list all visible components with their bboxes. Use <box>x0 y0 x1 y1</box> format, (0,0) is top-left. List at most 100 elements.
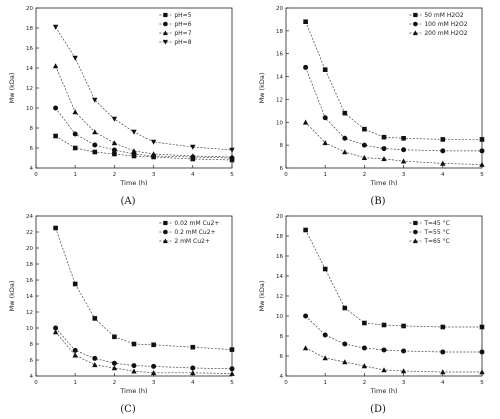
y-tick-label: 18 <box>276 234 283 240</box>
data-point <box>401 323 406 329</box>
data-point <box>381 134 387 140</box>
data-point <box>440 349 446 355</box>
legend-entry: 50 mM H2O2 <box>424 12 464 19</box>
data-point <box>229 370 235 376</box>
data-point <box>381 156 387 162</box>
data-point <box>111 147 117 153</box>
y-tick-label: 22 <box>26 230 33 236</box>
legend-marker <box>413 12 418 18</box>
x-tick-label: 5 <box>230 172 234 178</box>
data-point <box>322 332 328 338</box>
data-point <box>322 115 328 121</box>
legend-marker <box>413 229 418 235</box>
legend-marker <box>163 12 168 18</box>
y-tick-label: 10 <box>26 326 33 332</box>
data-point <box>72 55 78 61</box>
data-point <box>112 334 117 340</box>
data-point <box>479 148 485 154</box>
y-tick-label: 14 <box>276 274 283 280</box>
data-point <box>361 363 368 369</box>
data-point <box>400 158 407 164</box>
x-tick-label: 0 <box>34 380 38 386</box>
data-point <box>342 110 348 116</box>
legend-marker <box>413 220 418 226</box>
x-tick-label: 4 <box>441 380 445 386</box>
data-point <box>440 148 446 154</box>
legend-marker <box>162 30 168 36</box>
series-3 <box>52 329 235 376</box>
data-point <box>52 63 59 69</box>
x-tick-label: 3 <box>152 380 156 386</box>
x-tick-label: 1 <box>323 380 327 386</box>
legend: T=45 °C T=55 °C T=65 °C <box>409 220 450 245</box>
data-point <box>131 341 137 347</box>
series-2 <box>303 313 485 355</box>
x-tick-label: 4 <box>441 172 445 178</box>
legend-entry: T=45 °C <box>423 220 449 227</box>
y-axis-label: Mw (kDa) <box>258 73 266 104</box>
data-point <box>190 153 196 159</box>
y-axis-label: Mw (kDa) <box>8 281 16 312</box>
legend-entry: 200 mM H2O2 <box>424 30 467 37</box>
data-point <box>112 151 117 157</box>
series-line <box>305 229 482 328</box>
y-tick-label: 12 <box>276 97 283 103</box>
data-point <box>440 137 446 142</box>
data-point <box>72 131 78 137</box>
x-axis-label: Time (h) <box>119 179 147 187</box>
y-tick-label: 14 <box>26 294 33 300</box>
x-tick-label: 3 <box>402 172 406 178</box>
legend-entry: 0.02 mM Cu2+ <box>174 220 219 227</box>
data-point <box>440 324 446 330</box>
data-point <box>342 135 348 141</box>
data-point <box>111 140 118 146</box>
legend-marker <box>163 229 168 235</box>
data-point <box>92 149 98 155</box>
series-3 <box>302 119 485 167</box>
series-2 <box>53 105 235 161</box>
panel-label-b: (B) <box>370 196 385 207</box>
data-point <box>361 142 367 148</box>
series-1 <box>53 225 235 352</box>
series-1 <box>303 19 485 142</box>
legend: 0.02 mM Cu2+ 0.2 mM Cu2+ 2 mM Cu2+ <box>159 220 219 245</box>
x-tick-label: 5 <box>480 380 484 386</box>
data-point <box>361 154 368 161</box>
x-tick-label: 1 <box>323 172 327 178</box>
data-point <box>190 344 196 350</box>
data-point <box>151 342 156 348</box>
x-tick-label: 0 <box>284 172 288 178</box>
legend-entry: 0.2 mM Cu2+ <box>174 229 215 236</box>
y-tick-label: 6 <box>30 146 34 152</box>
data-point <box>72 145 78 151</box>
series-1 <box>53 133 235 163</box>
data-point <box>72 352 78 358</box>
series-3 <box>52 63 235 160</box>
data-point <box>322 355 328 361</box>
series-2 <box>303 64 485 154</box>
y-tick-label: 10 <box>276 314 283 320</box>
data-point <box>479 137 485 142</box>
data-point <box>322 266 328 272</box>
data-point <box>440 160 446 166</box>
series-1 <box>303 227 485 330</box>
data-point <box>322 140 328 146</box>
series-line <box>305 67 482 152</box>
data-point <box>479 161 485 167</box>
series-line <box>55 65 233 158</box>
x-axis-label: Time (h) <box>369 179 397 187</box>
y-tick-label: 18 <box>26 26 33 32</box>
y-tick-label: 14 <box>26 66 33 72</box>
data-point <box>53 225 58 231</box>
data-point <box>131 368 137 374</box>
y-tick-label: 4 <box>30 166 34 172</box>
y-tick-label: 6 <box>280 354 284 360</box>
legend-entry: 2 mM Cu2+ <box>174 238 210 245</box>
y-tick-label: 16 <box>276 52 283 58</box>
data-point <box>401 147 407 153</box>
data-point <box>229 147 235 153</box>
